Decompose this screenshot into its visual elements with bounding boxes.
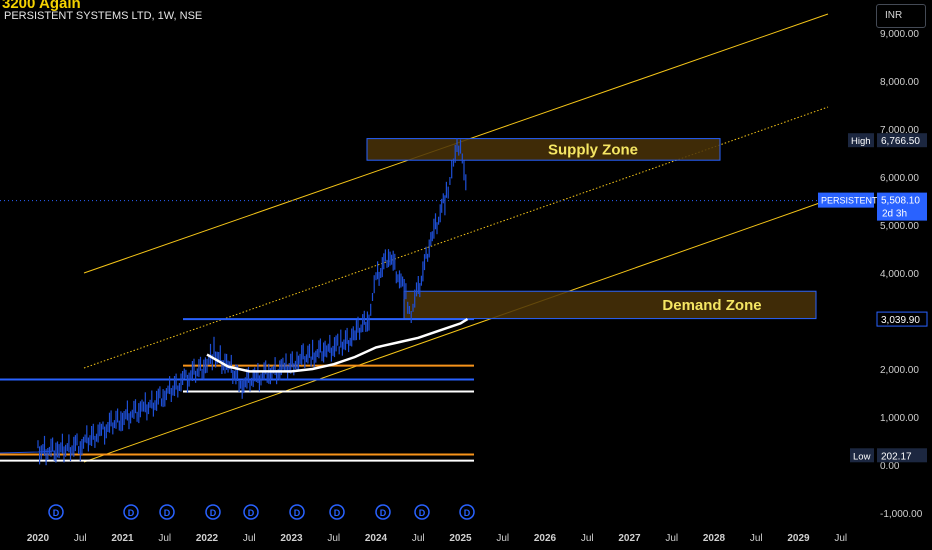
symbol-tag-bg xyxy=(818,192,874,208)
bar-countdown: 2d 3h xyxy=(882,209,907,220)
channel-lower-line xyxy=(83,199,829,463)
dividend-marker-label: D xyxy=(248,508,255,518)
dividend-marker-label: D xyxy=(210,508,217,518)
x-tick-label: 2027 xyxy=(618,533,641,544)
x-tick-label: 2020 xyxy=(27,533,50,544)
moving-average-line xyxy=(206,318,469,373)
x-tick-label: Jul xyxy=(496,533,509,544)
dividend-marker xyxy=(205,504,221,520)
last-price-tag-bg xyxy=(877,192,927,221)
x-tick-label: Jul xyxy=(834,533,847,544)
x-tick-label: Jul xyxy=(243,533,256,544)
y-tick-label: 2,000.00 xyxy=(880,365,919,376)
dividend-marker-label: D xyxy=(164,508,171,518)
dividend-marker xyxy=(329,504,345,520)
x-tick-label: 2025 xyxy=(449,533,472,544)
price-tag-label: Low xyxy=(853,451,871,462)
dividend-marker xyxy=(414,504,430,520)
dividend-marker-label: D xyxy=(53,508,60,518)
y-tick-label: 8,000.00 xyxy=(880,77,919,88)
currency-button[interactable]: INR xyxy=(876,4,926,28)
y-tick-label: 4,000.00 xyxy=(880,269,919,280)
x-tick-label: 2021 xyxy=(111,533,134,544)
price-tag-bg xyxy=(877,133,927,148)
y-tick-label: -1,000.00 xyxy=(880,509,923,520)
dividend-marker xyxy=(375,504,391,520)
price-tag-value: 6,766.50 xyxy=(881,136,920,147)
x-tick-label: 2026 xyxy=(534,533,557,544)
zone-box xyxy=(366,138,721,161)
y-tick-label: 6,000.00 xyxy=(880,173,919,184)
x-tick-label: 2029 xyxy=(787,533,810,544)
x-tick-label: Jul xyxy=(158,533,171,544)
y-tick-label: 9,000.00 xyxy=(880,29,919,40)
price-tag-value: 202.17 xyxy=(881,451,912,462)
dividend-marker xyxy=(459,504,475,520)
dividend-marker xyxy=(289,504,305,520)
y-tick-label: 0.00 xyxy=(880,461,900,472)
level-price-tag-bg xyxy=(876,311,928,327)
level-price-tag-value: 3,039.90 xyxy=(881,315,920,326)
x-tick-label: Jul xyxy=(412,533,425,544)
price-tag-bg xyxy=(877,448,927,463)
dividend-marker-label: D xyxy=(380,508,387,518)
zone-label: Supply Zone xyxy=(548,141,638,158)
zone-box xyxy=(403,290,817,320)
x-tick-label: 2028 xyxy=(703,533,726,544)
y-tick-label: 1,000.00 xyxy=(880,413,919,424)
dividend-marker xyxy=(48,504,64,520)
x-tick-label: Jul xyxy=(327,533,340,544)
dividend-marker xyxy=(123,504,139,520)
dividend-marker-label: D xyxy=(419,508,426,518)
x-tick-label: Jul xyxy=(665,533,678,544)
y-tick-label: 7,000.00 xyxy=(880,125,919,136)
price-tag-label-bg xyxy=(848,133,874,148)
symbol-tag-label: PERSISTENT xyxy=(821,196,878,206)
last-price-value: 5,508.10 xyxy=(881,196,920,207)
price-line-early xyxy=(0,450,56,454)
x-tick-label: 2022 xyxy=(196,533,219,544)
price-tag-label: High xyxy=(851,136,871,147)
symbol-subtitle: PERSISTENT SYSTEMS LTD, 1W, NSE xyxy=(4,10,203,22)
dividend-marker-label: D xyxy=(128,508,135,518)
dividend-marker-label: D xyxy=(334,508,341,518)
dividend-marker xyxy=(159,504,175,520)
dividend-marker xyxy=(243,504,259,520)
price-tag-label-bg xyxy=(850,448,874,463)
x-tick-label: Jul xyxy=(750,533,763,544)
x-tick-label: 2023 xyxy=(280,533,303,544)
x-tick-label: Jul xyxy=(74,533,87,544)
dividend-marker-label: D xyxy=(464,508,471,518)
chart-title: 3200 Again xyxy=(2,0,81,12)
x-tick-label: 2024 xyxy=(365,533,388,544)
dividend-marker-label: D xyxy=(294,508,301,518)
zone-label: Demand Zone xyxy=(662,297,761,314)
x-tick-label: Jul xyxy=(581,533,594,544)
y-tick-label: 5,000.00 xyxy=(880,221,919,232)
